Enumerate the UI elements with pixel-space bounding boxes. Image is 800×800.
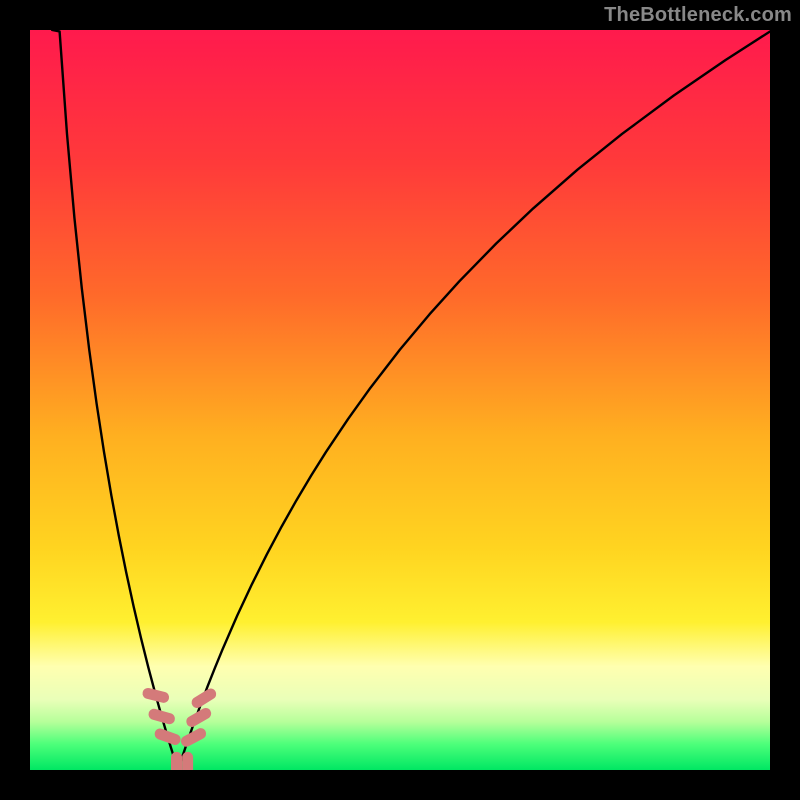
curve-marker bbox=[182, 752, 193, 779]
watermark-text: TheBottleneck.com bbox=[604, 4, 792, 27]
chart-frame: TheBottleneck.com bbox=[0, 0, 800, 800]
curve-marker bbox=[171, 752, 182, 779]
plot-background bbox=[30, 30, 770, 770]
chart-svg bbox=[0, 0, 800, 800]
